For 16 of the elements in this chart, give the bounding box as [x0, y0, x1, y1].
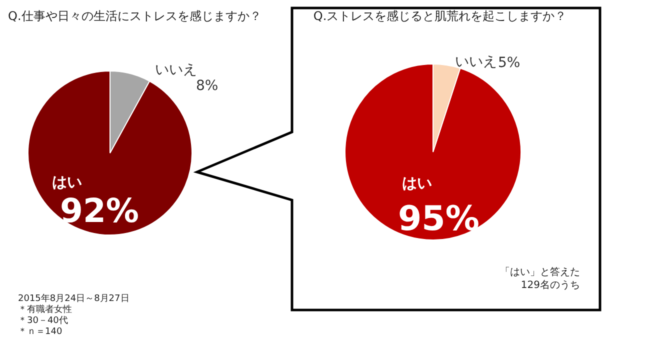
data-label: 95% [398, 199, 480, 239]
text: ＊30－40代 [18, 315, 68, 326]
text: ＊ｎ＝140 [18, 327, 62, 337]
slice-label: はい [52, 173, 82, 191]
slice-label: はい [402, 174, 432, 192]
text: ＊有職者女性 [18, 304, 72, 315]
data-label: 92% [60, 191, 139, 230]
text: 2015年8月24日～8月27日 [18, 293, 130, 304]
chart-title: Q.仕事や日々の生活にストレスを感じますか？ [8, 9, 262, 23]
data-label: 5% [498, 55, 520, 71]
chart-title: Q.ストレスを感じると肌荒れを起こしますか？ [313, 9, 567, 23]
slice-label: いいえ [155, 62, 197, 78]
text: 「はい」と答えた [500, 266, 580, 278]
text: 129名のうち [520, 279, 580, 291]
data-label: 8% [196, 78, 218, 94]
slice-label: いいえ [455, 54, 497, 70]
